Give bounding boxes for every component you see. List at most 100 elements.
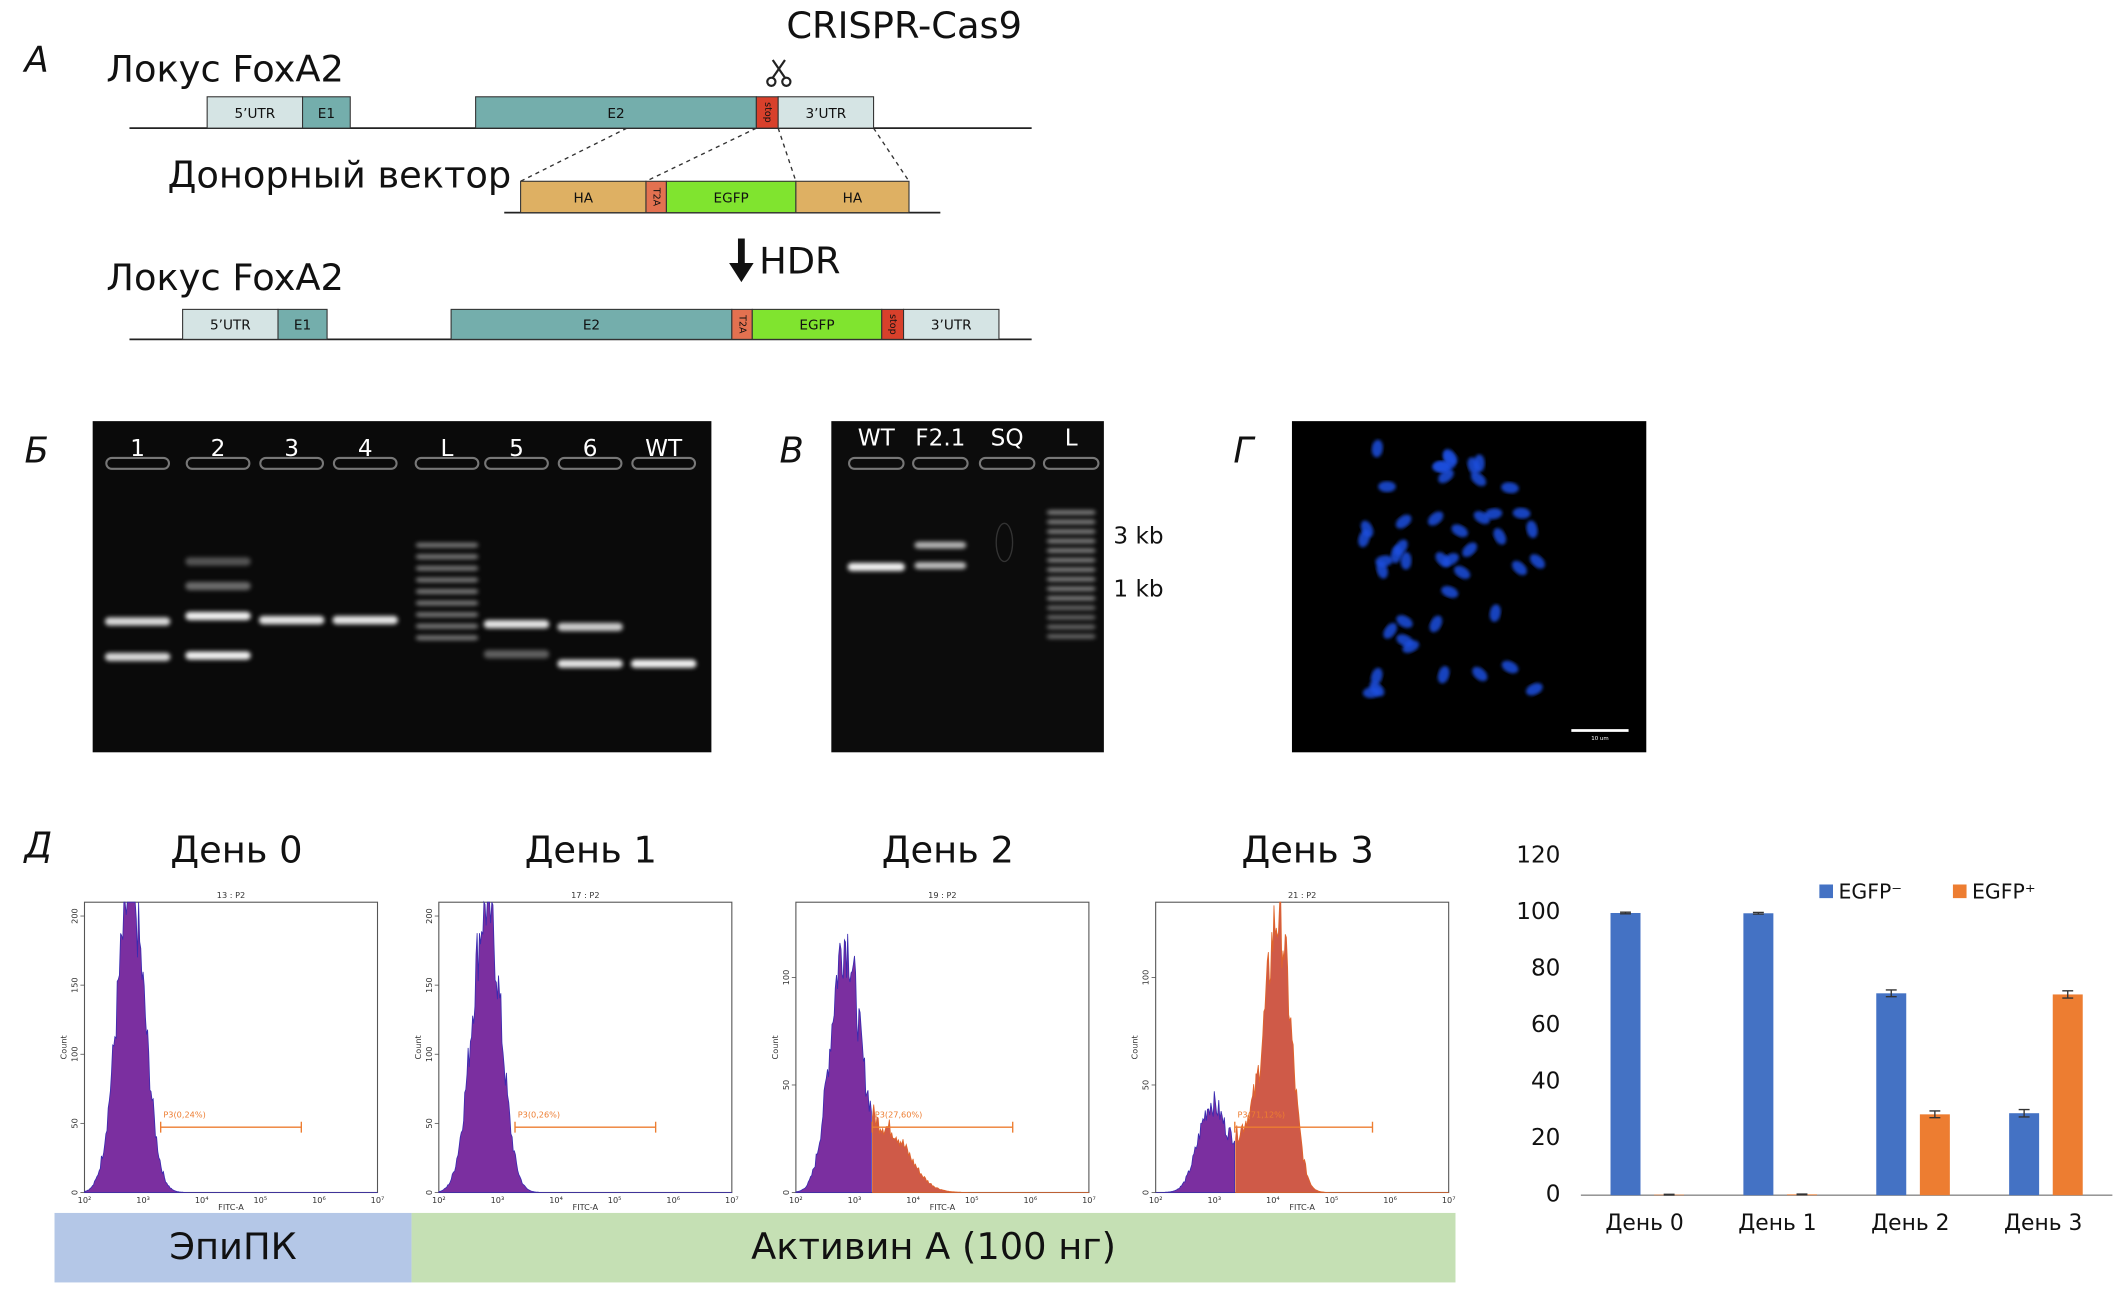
segment-label: EGFP — [799, 318, 834, 334]
gel-band — [630, 659, 697, 668]
gel-band — [185, 651, 251, 660]
chromosome — [1396, 615, 1413, 628]
x-tick-label: 10³ — [136, 1195, 150, 1205]
histogram-positive — [1235, 901, 1449, 1193]
crispr-label: CRISPR-Cas9 — [786, 4, 1022, 47]
gel-band — [415, 542, 479, 548]
treatment-label: ЭпиПК — [169, 1225, 296, 1268]
gel-well — [259, 456, 325, 470]
chromosome — [1501, 660, 1519, 674]
y-tick-label: 100 — [424, 1046, 434, 1062]
x-tick-label: 10⁷ — [725, 1195, 739, 1205]
error-bar — [2018, 1108, 2030, 1118]
x-tick-label: 10⁶ — [1023, 1195, 1037, 1205]
error-bar — [1885, 989, 1897, 998]
chromosome — [1358, 529, 1370, 548]
gel-well — [332, 456, 398, 470]
gel-well — [912, 456, 969, 470]
y-tick-label: 200 — [424, 908, 434, 924]
gel-well — [978, 456, 1036, 470]
panel-label: В — [780, 430, 804, 471]
y-tick-label: 100 — [1516, 899, 1560, 925]
gate-label: P3(0,24%) — [163, 1109, 205, 1119]
bar — [1610, 912, 1641, 1196]
x-tick-label: 10⁵ — [608, 1195, 622, 1205]
chromosome — [1441, 585, 1459, 598]
x-tick-label: 10² — [78, 1195, 92, 1205]
segment-label: EGFP — [714, 190, 749, 206]
gel-band — [415, 554, 479, 560]
bar — [1743, 913, 1774, 1196]
gel-band — [258, 616, 325, 625]
panel-label: Д — [23, 826, 53, 867]
gel-band — [415, 612, 479, 618]
x-axis-label: FITC-A — [573, 1202, 599, 1212]
chromosome — [1454, 565, 1471, 579]
x-tick-label: 10⁵ — [965, 1195, 979, 1205]
x-tick-label: 10⁷ — [1082, 1195, 1096, 1205]
segment-label: E1 — [318, 106, 335, 122]
y-tick-label: 100 — [781, 970, 791, 986]
bar — [1919, 1114, 1950, 1196]
lane-label: WT — [645, 436, 683, 462]
x-tick-label: 10² — [789, 1195, 803, 1205]
chromosome — [1470, 472, 1487, 487]
error-bar — [1752, 911, 1764, 915]
histogram-negative — [84, 901, 378, 1193]
gel-band — [1046, 510, 1096, 515]
chromosome — [1427, 511, 1444, 526]
gel-band — [1046, 596, 1096, 601]
chromosome — [1493, 528, 1507, 545]
chromosome — [1489, 604, 1501, 622]
x-tick-label: День 2 — [1871, 1211, 1949, 1236]
chromosome — [1526, 683, 1543, 696]
gene-segment — [277, 308, 328, 340]
chromosome — [1429, 615, 1443, 633]
segment-label: E1 — [294, 318, 311, 334]
gene-segment — [751, 308, 883, 340]
gel-band — [557, 659, 623, 668]
segment-label: 5’UTR — [234, 106, 275, 122]
gel-band — [1046, 557, 1096, 563]
bar — [2009, 1113, 2040, 1196]
histogram-title: 21 : P2 — [1288, 890, 1316, 900]
legend-swatch — [1819, 884, 1833, 899]
x-tick-label: 10³ — [491, 1195, 505, 1205]
error-bar — [2062, 990, 2074, 999]
day-title: День 1 — [525, 828, 657, 871]
gel-well — [185, 456, 251, 470]
y-tick-label: 0 — [781, 1190, 791, 1195]
chromosome — [1529, 554, 1545, 569]
panel-label: Б — [25, 430, 49, 471]
gel-band — [557, 622, 623, 632]
x-tick-label: 10⁵ — [1325, 1195, 1339, 1205]
gene-segment — [520, 180, 647, 214]
gene-segment — [206, 96, 304, 129]
x-tick-label: 10⁴ — [195, 1195, 209, 1205]
gel-band — [104, 617, 171, 626]
x-tick-label: 10⁷ — [1442, 1195, 1456, 1205]
day-title: День 0 — [170, 828, 302, 871]
chromosome — [1400, 551, 1412, 570]
gel-band — [415, 635, 479, 641]
treatment-bar — [54, 1212, 412, 1283]
y-tick-label: 0 — [424, 1190, 434, 1195]
histogram-negative — [1155, 1091, 1235, 1193]
chromosome — [1371, 439, 1383, 458]
gel-band — [914, 562, 967, 570]
gene-segment — [475, 96, 757, 129]
segment-label: T2A — [737, 314, 748, 334]
gel-band — [1046, 624, 1096, 630]
gel-band — [415, 577, 479, 583]
guide-lines — [520, 127, 910, 182]
segment-label: 3’UTR — [806, 106, 847, 122]
gel-band — [1046, 548, 1096, 553]
chromosome — [1438, 469, 1454, 484]
lane-label: WT — [858, 425, 896, 451]
chromosome — [1451, 524, 1468, 538]
day-title: День 2 — [882, 828, 1014, 871]
y-tick-label: 150 — [424, 977, 434, 993]
segment-label: HA — [574, 190, 594, 206]
gel-band — [847, 562, 905, 572]
y-tick-label: 100 — [69, 1046, 79, 1062]
